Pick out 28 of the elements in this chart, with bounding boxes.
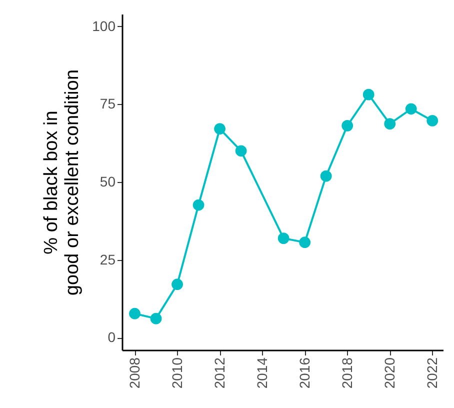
- x-tick-label: 2010: [168, 357, 185, 389]
- y-tick-label: 50: [100, 174, 116, 190]
- point: [362, 88, 374, 100]
- point: [384, 118, 396, 130]
- y-tick-label: 25: [100, 251, 116, 268]
- point: [320, 170, 332, 182]
- x-tick-label: 2020: [381, 357, 398, 389]
- point: [150, 312, 162, 324]
- point: [405, 103, 417, 115]
- point: [278, 232, 290, 244]
- point: [172, 278, 183, 290]
- point: [342, 120, 354, 132]
- y-tick-label: 0: [108, 329, 116, 346]
- x-tick-label: 2022: [424, 357, 440, 389]
- x-tick-label: 2018: [338, 357, 355, 389]
- point: [235, 145, 247, 157]
- y-tick-label: 100: [92, 18, 116, 34]
- y-tick-label: 75: [100, 96, 116, 112]
- x-tick-label: 2008: [126, 357, 142, 389]
- x-tick-label: 2016: [296, 357, 312, 389]
- point: [192, 199, 204, 211]
- y-axis-title: % of black box in good or excellent condition: [41, 69, 84, 296]
- point: [214, 123, 226, 134]
- x-tick-label: 2014: [254, 357, 270, 389]
- point: [426, 115, 438, 126]
- point: [129, 308, 140, 320]
- x-tick-label: 2012: [211, 357, 228, 389]
- point: [299, 236, 311, 248]
